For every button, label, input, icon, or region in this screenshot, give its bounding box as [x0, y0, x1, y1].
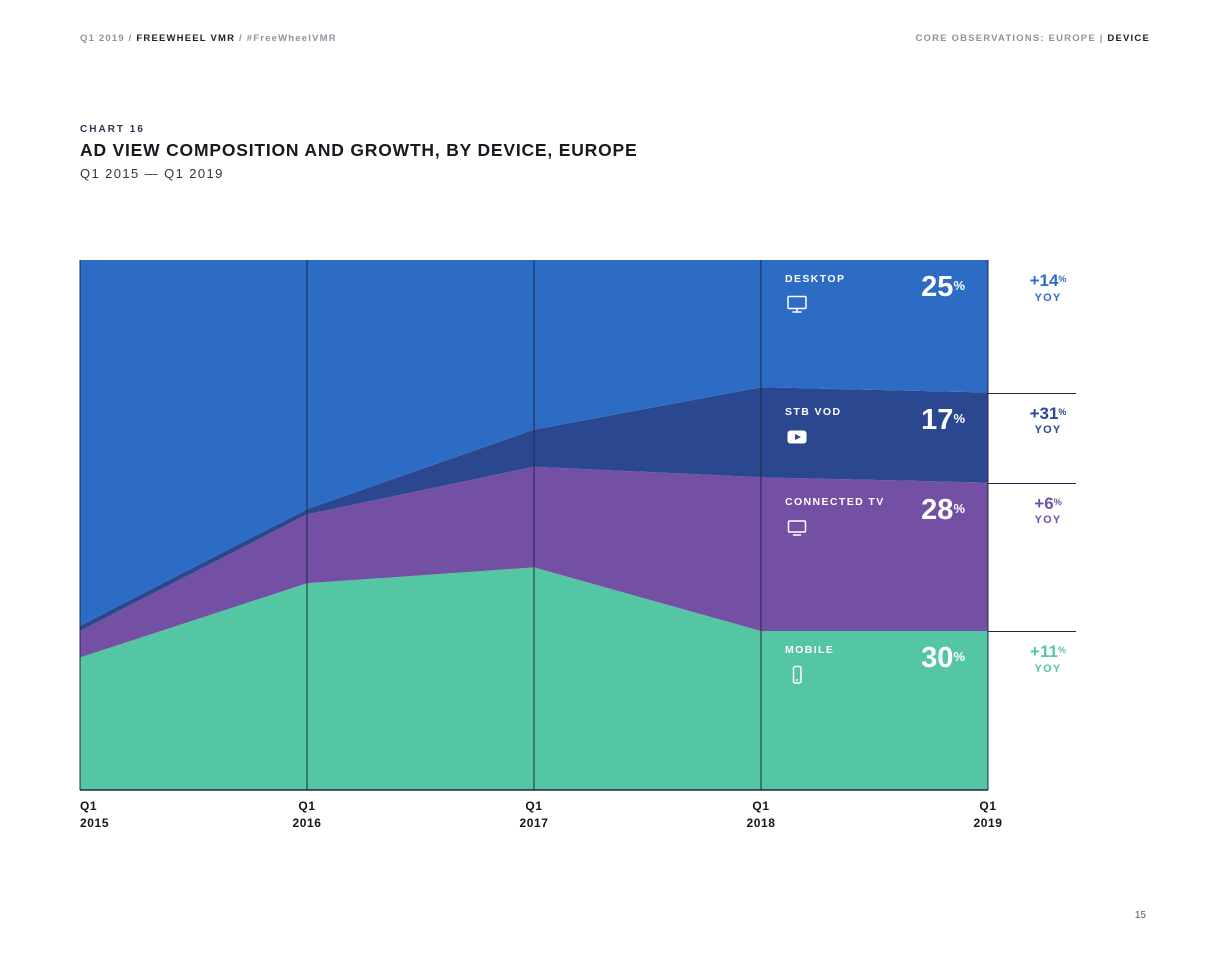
series-legend-connected-tv: CONNECTED TV 28% — [785, 493, 965, 544]
yoy-caption: YOY — [1034, 662, 1062, 675]
series-share-value: 25% — [921, 271, 965, 303]
series-legend-left: STB VOD — [785, 406, 841, 454]
yoy-caption: YOY — [1034, 291, 1062, 304]
series-share-value: 17% — [921, 403, 965, 436]
x-axis-tick: Q1 2015 — [80, 799, 110, 830]
tv-icon — [785, 515, 885, 544]
yoy-growth-mobile: +11% YOY — [1012, 642, 1084, 675]
series-share-value: 30% — [921, 642, 965, 674]
band-separator-line — [988, 482, 1076, 484]
series-name: STB VOD — [785, 405, 842, 418]
series-legend-left: DESKTOP — [785, 273, 845, 321]
band-separator-line — [988, 392, 1076, 394]
header-left: Q1 2019 / FREEWHEEL VMR / #FreeWheelVMR — [80, 33, 337, 44]
x-axis-tick: Q1 2019 — [973, 799, 1003, 830]
page-subtitle: Q1 2015 — Q1 2019 — [80, 166, 224, 181]
chart-number-label: CHART 16 — [80, 124, 145, 135]
x-axis-tick: Q1 2017 — [519, 799, 549, 830]
mobile-icon — [785, 663, 834, 692]
play-icon — [785, 425, 841, 454]
series-legend-left: MOBILE — [785, 644, 834, 692]
page-title: AD VIEW COMPOSITION AND GROWTH, BY DEVIC… — [80, 140, 638, 160]
band-separator-line — [988, 631, 1076, 632]
header-section: CORE OBSERVATIONS: EUROPE | — [915, 33, 1104, 44]
series-legend-desktop: DESKTOP 25% — [785, 273, 965, 321]
yoy-growth-stb-vod: +31% YOY — [1012, 403, 1084, 437]
page-number: 15 — [1134, 910, 1146, 921]
yoy-value: +6% — [1034, 493, 1062, 513]
stacked-area-chart — [79, 260, 989, 791]
series-legend-left: CONNECTED TV — [785, 496, 885, 544]
series-name: CONNECTED TV — [785, 495, 885, 508]
series-name: DESKTOP — [785, 273, 846, 285]
series-name: MOBILE — [785, 644, 835, 656]
header-brand: FREEWHEEL VMR — [136, 33, 236, 44]
yoy-caption: YOY — [1034, 514, 1062, 527]
x-axis-tick: Q1 2018 — [746, 799, 776, 830]
header-quarter: Q1 2019 / — [80, 33, 133, 44]
yoy-growth-connected-tv: +6% YOY — [1012, 493, 1084, 527]
yoy-growth-desktop: +14% YOY — [1012, 271, 1084, 304]
series-legend-mobile: MOBILE 30% — [785, 644, 965, 692]
header-hashtag: / #FreeWheelVMR — [239, 33, 337, 44]
header-right: CORE OBSERVATIONS: EUROPE | DEVICE — [915, 33, 1150, 44]
x-axis-tick: Q1 2016 — [292, 799, 322, 830]
series-legend-stb-vod: STB VOD 17% — [785, 403, 965, 454]
yoy-value: +11% — [1030, 642, 1066, 661]
yoy-value: +31% — [1029, 403, 1067, 423]
header-section-emphasis: DEVICE — [1107, 33, 1150, 44]
yoy-value: +14% — [1029, 271, 1067, 290]
yoy-caption: YOY — [1034, 424, 1062, 437]
series-share-value: 28% — [921, 493, 965, 526]
desktop-icon — [785, 292, 845, 321]
